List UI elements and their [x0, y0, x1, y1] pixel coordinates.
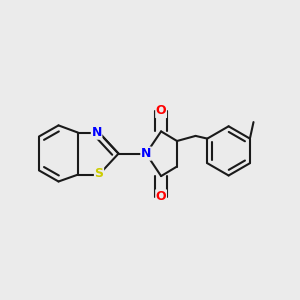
Text: O: O: [156, 190, 167, 203]
Text: N: N: [92, 126, 102, 139]
Text: O: O: [156, 104, 167, 118]
Text: S: S: [94, 167, 103, 180]
Text: N: N: [141, 147, 151, 160]
